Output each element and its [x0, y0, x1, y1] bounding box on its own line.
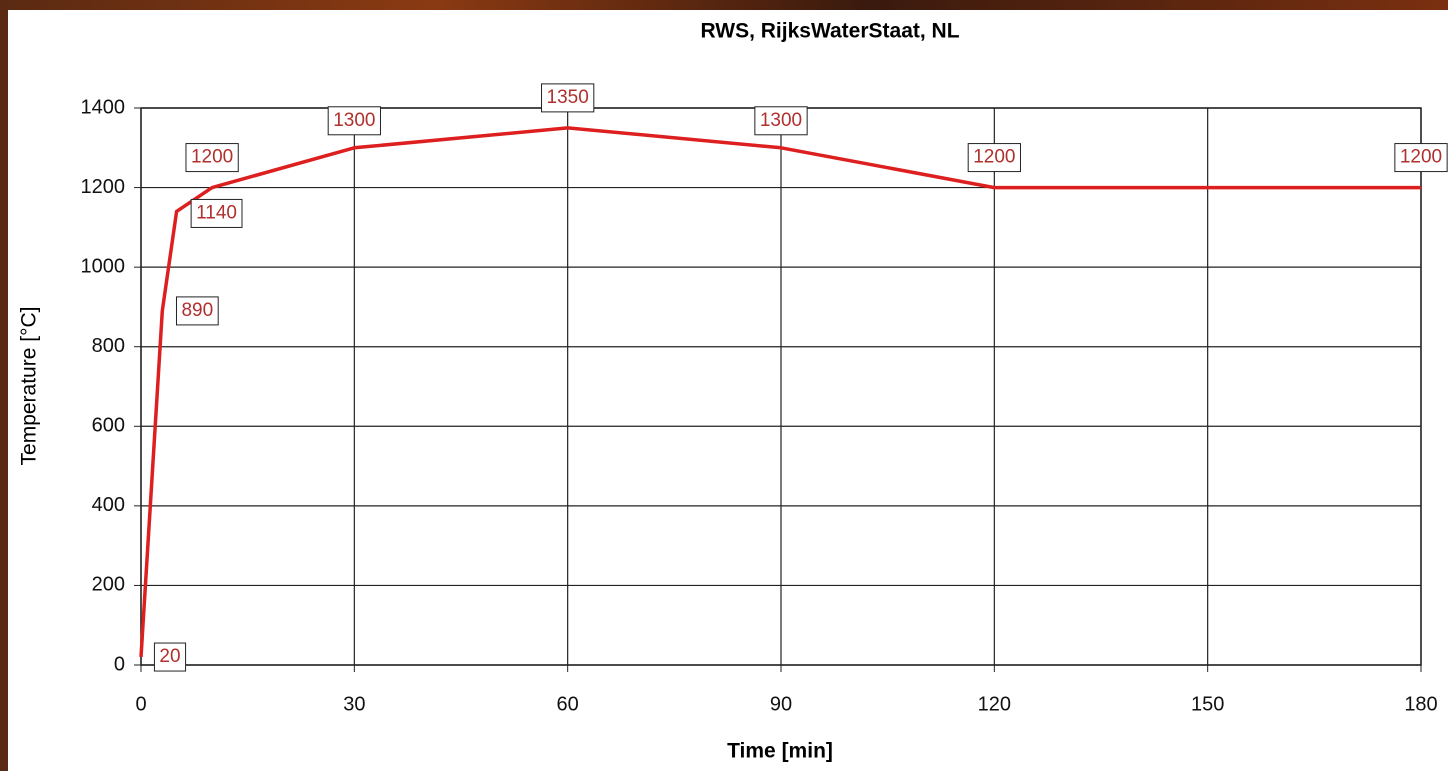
data-label-box — [190, 198, 243, 228]
data-label: 1200 — [191, 147, 233, 168]
y-tick-label: 400 — [92, 494, 125, 516]
y-tick-label: 800 — [92, 335, 125, 357]
data-label: 1350 — [547, 87, 589, 108]
y-tick-label: 1200 — [81, 176, 126, 198]
data-label: 1140 — [196, 202, 237, 223]
x-tick-label: 90 — [770, 693, 792, 715]
data-line — [139, 126, 1421, 658]
data-label: 1200 — [973, 147, 1015, 168]
y-tick-label: 600 — [92, 415, 125, 437]
data-label: 890 — [181, 300, 213, 321]
y-tick-label: 1000 — [81, 255, 126, 277]
data-label-box — [541, 83, 595, 113]
y-axis-title: Temperature [°C] — [18, 307, 41, 466]
data-label: 20 — [159, 646, 180, 667]
y-tick-label: 1400 — [81, 96, 126, 118]
x-tick-label: 180 — [1404, 693, 1437, 715]
x-tick-label: 0 — [135, 693, 146, 715]
data-label: 1300 — [760, 110, 802, 131]
data-label-box — [754, 106, 808, 136]
data-label: 1300 — [333, 110, 375, 131]
data-label-box — [1394, 143, 1448, 173]
x-tick-label: 120 — [978, 693, 1011, 715]
chart-title: RWS, RijksWaterStaat, NL — [700, 20, 959, 43]
y-tick-label: 0 — [114, 653, 125, 675]
data-label-box — [185, 143, 239, 173]
x-tick-label: 150 — [1191, 693, 1224, 715]
y-tick-label: 200 — [92, 574, 125, 596]
data-label-box — [175, 296, 219, 326]
data-label: 1200 — [1400, 147, 1442, 168]
x-tick-label: 60 — [557, 693, 579, 715]
data-label-box — [967, 143, 1021, 173]
x-tick-label: 30 — [343, 693, 365, 715]
data-label-box — [327, 106, 381, 136]
data-label-box — [153, 642, 187, 672]
x-axis-title: Time [min] — [727, 740, 833, 763]
